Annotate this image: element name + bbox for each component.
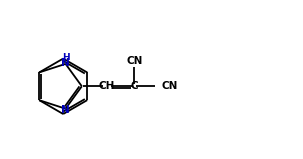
Text: N: N (61, 105, 69, 115)
Text: CH: CH (99, 81, 115, 91)
Text: CN: CN (162, 81, 178, 91)
Text: CN: CN (126, 56, 143, 66)
Text: N: N (61, 58, 70, 68)
Text: H: H (62, 53, 69, 62)
Text: C: C (131, 81, 138, 91)
